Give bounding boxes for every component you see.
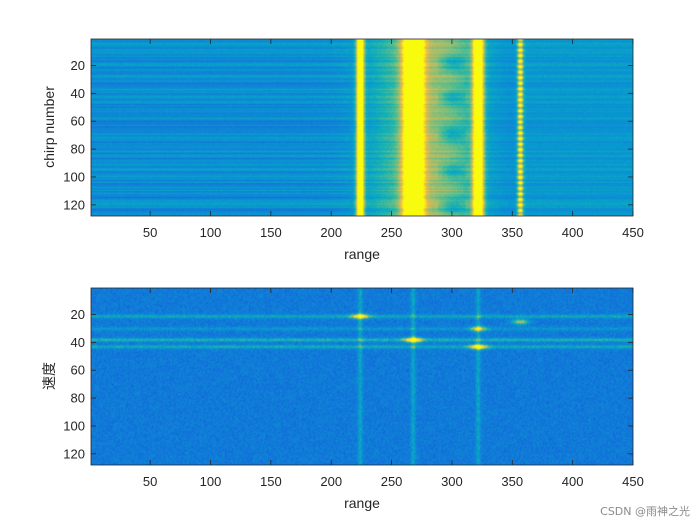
top-x-tick-label: 400 bbox=[562, 225, 584, 240]
bottom-x-tick-label: 100 bbox=[200, 474, 222, 489]
bottom-y-tick-label: 20 bbox=[71, 307, 85, 322]
top-x-axis-label: range bbox=[344, 246, 380, 262]
top-x-tick-label: 250 bbox=[381, 225, 403, 240]
bottom-y-tick-label: 120 bbox=[63, 446, 85, 461]
top-y-tick-label: 20 bbox=[71, 58, 85, 73]
bottom-y-axis-label: 速度 bbox=[42, 362, 58, 390]
bottom-x-tick-label: 200 bbox=[320, 474, 342, 489]
top-x-tick-label: 50 bbox=[143, 225, 157, 240]
bottom-x-tick-label: 350 bbox=[501, 474, 523, 489]
top-plot-axes: 50 100 150 200 250 300 350 400 450 20 40 60 80 100 120… bbox=[41, 38, 644, 262]
bottom-x-tick-label: 300 bbox=[441, 474, 463, 489]
top-y-tick-label: 120 bbox=[63, 197, 85, 212]
bottom-plot-frame bbox=[90, 287, 634, 466]
top-plot-frame bbox=[90, 38, 634, 217]
top-y-tick-label: 40 bbox=[71, 86, 85, 101]
bottom-y-tick-label: 100 bbox=[63, 418, 85, 433]
bottom-x-tick-label: 450 bbox=[622, 474, 644, 489]
bottom-y-tick-label: 80 bbox=[71, 391, 85, 406]
bottom-x-tick-label: 400 bbox=[562, 474, 584, 489]
bottom-plot-axes: 50 100 150 200 250 300 350 400 450 20 40 60 80 100 120… bbox=[42, 287, 644, 511]
top-y-tick-label: 80 bbox=[71, 142, 85, 157]
bottom-heatmap-image bbox=[91, 288, 633, 465]
bottom-y-tick-label: 60 bbox=[71, 363, 85, 378]
bottom-x-axis-label: range bbox=[344, 495, 380, 511]
bottom-x-tick-label: 250 bbox=[381, 474, 403, 489]
bottom-plot-ticks: 50 100 150 200 250 300 350 400 450 20 40 60 80 100 120 bbox=[63, 288, 644, 489]
top-x-tick-label: 100 bbox=[200, 225, 222, 240]
top-x-tick-label: 300 bbox=[441, 225, 463, 240]
top-x-tick-label: 450 bbox=[622, 225, 644, 240]
watermark: CSDN @雨神之光 bbox=[600, 505, 690, 518]
top-x-tick-label: 150 bbox=[260, 225, 282, 240]
bottom-x-tick-label: 50 bbox=[143, 474, 157, 489]
top-x-tick-label: 350 bbox=[501, 225, 523, 240]
top-heatmap-image bbox=[91, 39, 633, 216]
top-x-tick-label: 200 bbox=[320, 225, 342, 240]
top-plot-ticks: 50 100 150 200 250 300 350 400 450 20 40 60 80 100 120 bbox=[63, 39, 644, 240]
bottom-y-tick-label: 40 bbox=[71, 335, 85, 350]
top-y-tick-label: 60 bbox=[71, 114, 85, 129]
top-y-tick-label: 100 bbox=[63, 169, 85, 184]
bottom-x-tick-label: 150 bbox=[260, 474, 282, 489]
top-y-axis-label: chirp number bbox=[41, 86, 57, 168]
